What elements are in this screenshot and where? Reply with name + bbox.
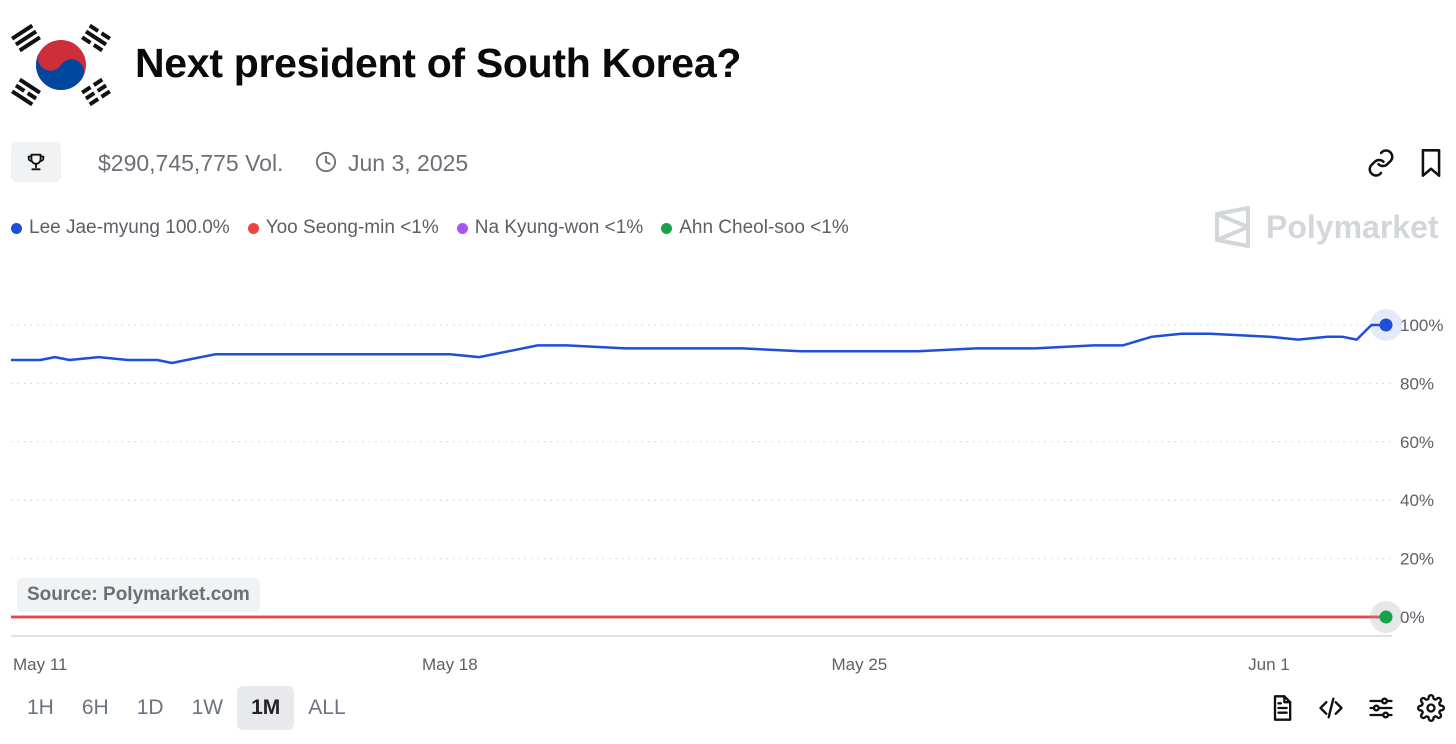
link-icon[interactable] — [1366, 148, 1396, 178]
x-tick-label: Jun 1 — [1248, 655, 1290, 674]
end-date: Jun 3, 2025 — [348, 150, 469, 176]
volume-label: $290,745,775 Vol. — [98, 150, 284, 176]
page-title: Next president of South Korea? — [135, 40, 742, 86]
trophy-button[interactable] — [11, 142, 61, 182]
document-icon[interactable] — [1268, 694, 1296, 722]
clock-icon — [315, 151, 337, 173]
range-button-1d[interactable]: 1D — [136, 696, 164, 719]
legend-item: Yoo Seong-min <1% — [247, 217, 439, 239]
series-line — [11, 323, 1386, 365]
y-tick-label: 100% — [1400, 316, 1443, 335]
range-button-all[interactable]: ALL — [308, 696, 346, 719]
y-tick-label: 80% — [1400, 374, 1434, 393]
legend-dot — [247, 222, 259, 234]
code-icon[interactable] — [1317, 694, 1345, 722]
price-chart[interactable]: 100% 80% 60% 40% 20% 0% May 11 May 18 May 25 Jun … — [0, 290, 1456, 680]
legend-item: Ahn Cheol-soo <1% — [661, 217, 849, 239]
trophy-icon — [27, 153, 45, 171]
bookmark-icon[interactable] — [1418, 148, 1444, 178]
x-tick-label: May 25 — [832, 655, 888, 674]
y-tick-label: 40% — [1400, 491, 1434, 510]
y-tick-label: 60% — [1400, 433, 1434, 452]
y-tick-label: 0% — [1400, 608, 1425, 627]
x-tick-label: May 18 — [422, 655, 478, 674]
legend-dot — [11, 222, 22, 234]
legend-label: Yoo Seong-min <1% — [265, 217, 439, 238]
y-tick-label: 20% — [1400, 550, 1434, 569]
time-range-selector: 1H 6H 1D 1W 1M ALL — [13, 686, 360, 730]
legend-label: Ahn Cheol-soo <1% — [679, 217, 849, 238]
polymarket-logo-icon — [1215, 206, 1250, 248]
range-button-1w[interactable]: 1W — [191, 696, 224, 719]
legend-item: Na Kyung-won <1% — [456, 217, 644, 239]
korea-flag-icon — [11, 23, 111, 107]
legend-label: Na Kyung-won <1% — [474, 217, 644, 238]
range-button-1h[interactable]: 1H — [27, 696, 54, 719]
sliders-icon[interactable] — [1367, 694, 1395, 722]
range-button-6h[interactable]: 6H — [81, 696, 109, 719]
chart-legend: Lee Jae-myung 100.0% Yoo Seong-min <1% N… — [11, 217, 849, 239]
legend-label: Lee Jae-myung 100.0% — [29, 217, 230, 238]
legend-dot — [456, 222, 468, 234]
polymarket-watermark: Polymarket — [1214, 206, 1439, 248]
brand-name: Polymarket — [1266, 208, 1439, 245]
series-end-point — [1379, 318, 1393, 332]
source-label: Source: Polymarket.com — [17, 578, 260, 612]
series-end-point — [1379, 610, 1393, 624]
legend-dot — [661, 222, 673, 234]
x-tick-label: May 11 — [13, 655, 68, 674]
legend-item: Lee Jae-myung 100.0% — [11, 217, 230, 239]
range-button-1m[interactable]: 1M — [237, 686, 295, 730]
gear-icon[interactable] — [1417, 694, 1445, 722]
